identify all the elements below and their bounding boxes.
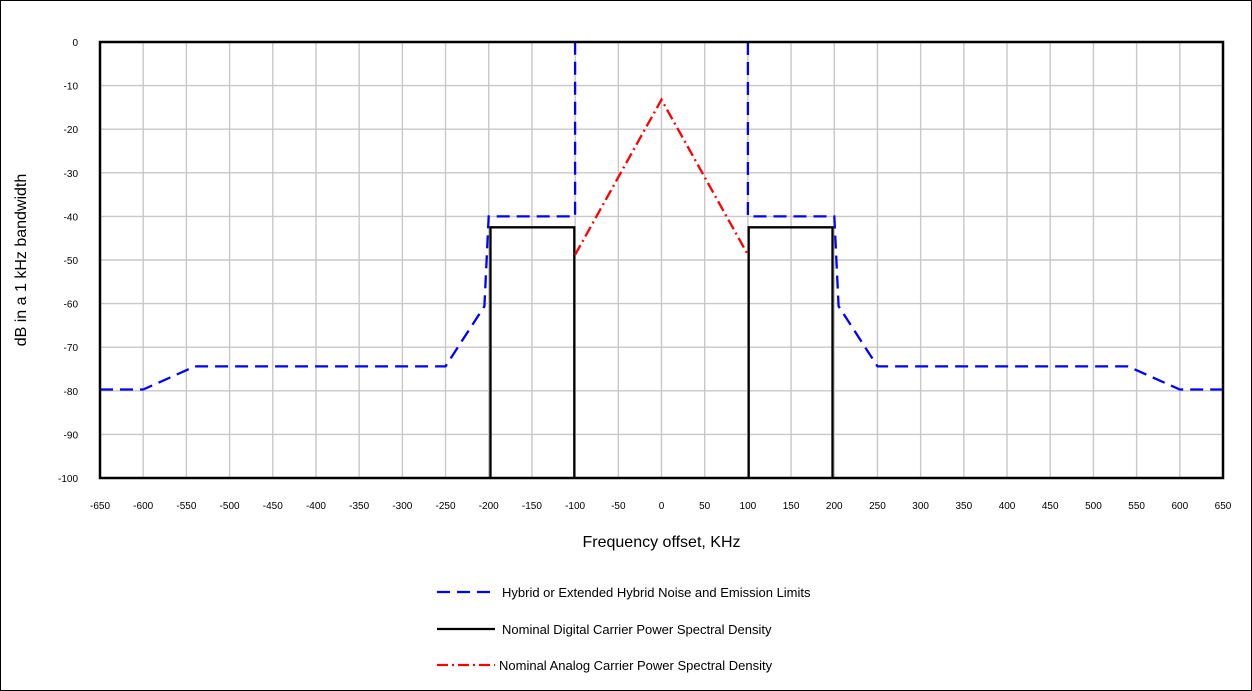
x-tick-label: -100 xyxy=(565,501,585,512)
x-tick-label: -650 xyxy=(90,501,110,512)
x-tick-label: -50 xyxy=(611,501,626,512)
x-tick-label: 250 xyxy=(869,501,886,512)
plot-area-border xyxy=(98,40,1225,480)
y-tick-label: -70 xyxy=(64,343,79,354)
legend-label-2: Nominal Digital Carrier Power Spectral D… xyxy=(502,622,772,637)
x-tick-label: -200 xyxy=(479,501,499,512)
y-tick-label: -10 xyxy=(64,82,79,93)
x-tick-label: 600 xyxy=(1171,501,1188,512)
series-layer xyxy=(100,42,1223,478)
x-tick-label: 0 xyxy=(659,501,665,512)
series-2-line-1 xyxy=(489,226,576,478)
y-tick-label: 0 xyxy=(72,38,78,49)
series-1-line-2 xyxy=(746,42,1223,391)
y-tick-label: -30 xyxy=(64,169,79,180)
y-tick-label: -40 xyxy=(64,212,79,223)
y-tick-label: -90 xyxy=(64,430,79,441)
y-tick-label: -50 xyxy=(64,256,79,267)
x-tick-label: 650 xyxy=(1215,501,1232,512)
x-tick-label: 350 xyxy=(956,501,973,512)
series-3-line-1 xyxy=(574,97,749,256)
x-tick-labels: -650 -600 -550 -500 -450 -400 -350 -300 -250 -200… xyxy=(90,501,1232,512)
x-tick-label: -150 xyxy=(522,501,542,512)
series-2-line-2 xyxy=(747,226,834,478)
series-1 xyxy=(100,42,1223,391)
legend-label-1: Hybrid or Extended Hybrid Noise and Emis… xyxy=(502,585,811,600)
x-tick-label: -500 xyxy=(220,501,240,512)
x-tick-label: 200 xyxy=(826,501,843,512)
x-tick-label: 500 xyxy=(1085,501,1102,512)
y-tick-labels: 0 -10 -20 -30 -40 -50 -60 -70 -80 -90 -100 xyxy=(58,38,78,485)
x-tick-label: 550 xyxy=(1128,501,1145,512)
legend: Hybrid or Extended Hybrid Noise and Emis… xyxy=(437,585,811,673)
x-tick-label: 400 xyxy=(999,501,1016,512)
x-tick-label: -450 xyxy=(263,501,283,512)
x-axis-title: Frequency offset, KHz xyxy=(583,534,741,551)
x-tick-label: -300 xyxy=(392,501,412,512)
y-tick-label: -60 xyxy=(64,300,79,311)
x-tick-label: 300 xyxy=(912,501,929,512)
x-tick-label: 450 xyxy=(1042,501,1059,512)
legend-label-3: Nominal Analog Carrier Power Spectral De… xyxy=(499,658,773,673)
y-tick-label: -100 xyxy=(58,474,78,485)
x-tick-label: -250 xyxy=(436,501,456,512)
x-tick-label: 100 xyxy=(740,501,757,512)
series-2 xyxy=(489,226,834,478)
x-tick-label: -400 xyxy=(306,501,326,512)
x-tick-label: 150 xyxy=(783,501,800,512)
y-tick-label: -20 xyxy=(64,125,79,136)
x-tick-label: -350 xyxy=(349,501,369,512)
y-axis-title: dB in a 1 kHz bandwidth xyxy=(13,174,30,347)
x-tick-label: 50 xyxy=(699,501,711,512)
x-tick-label: -550 xyxy=(176,501,196,512)
series-1-line-1 xyxy=(100,42,577,391)
grid xyxy=(99,41,1224,479)
series-3 xyxy=(574,97,749,256)
x-tick-label: -600 xyxy=(133,501,153,512)
y-tick-label: -80 xyxy=(64,387,79,398)
